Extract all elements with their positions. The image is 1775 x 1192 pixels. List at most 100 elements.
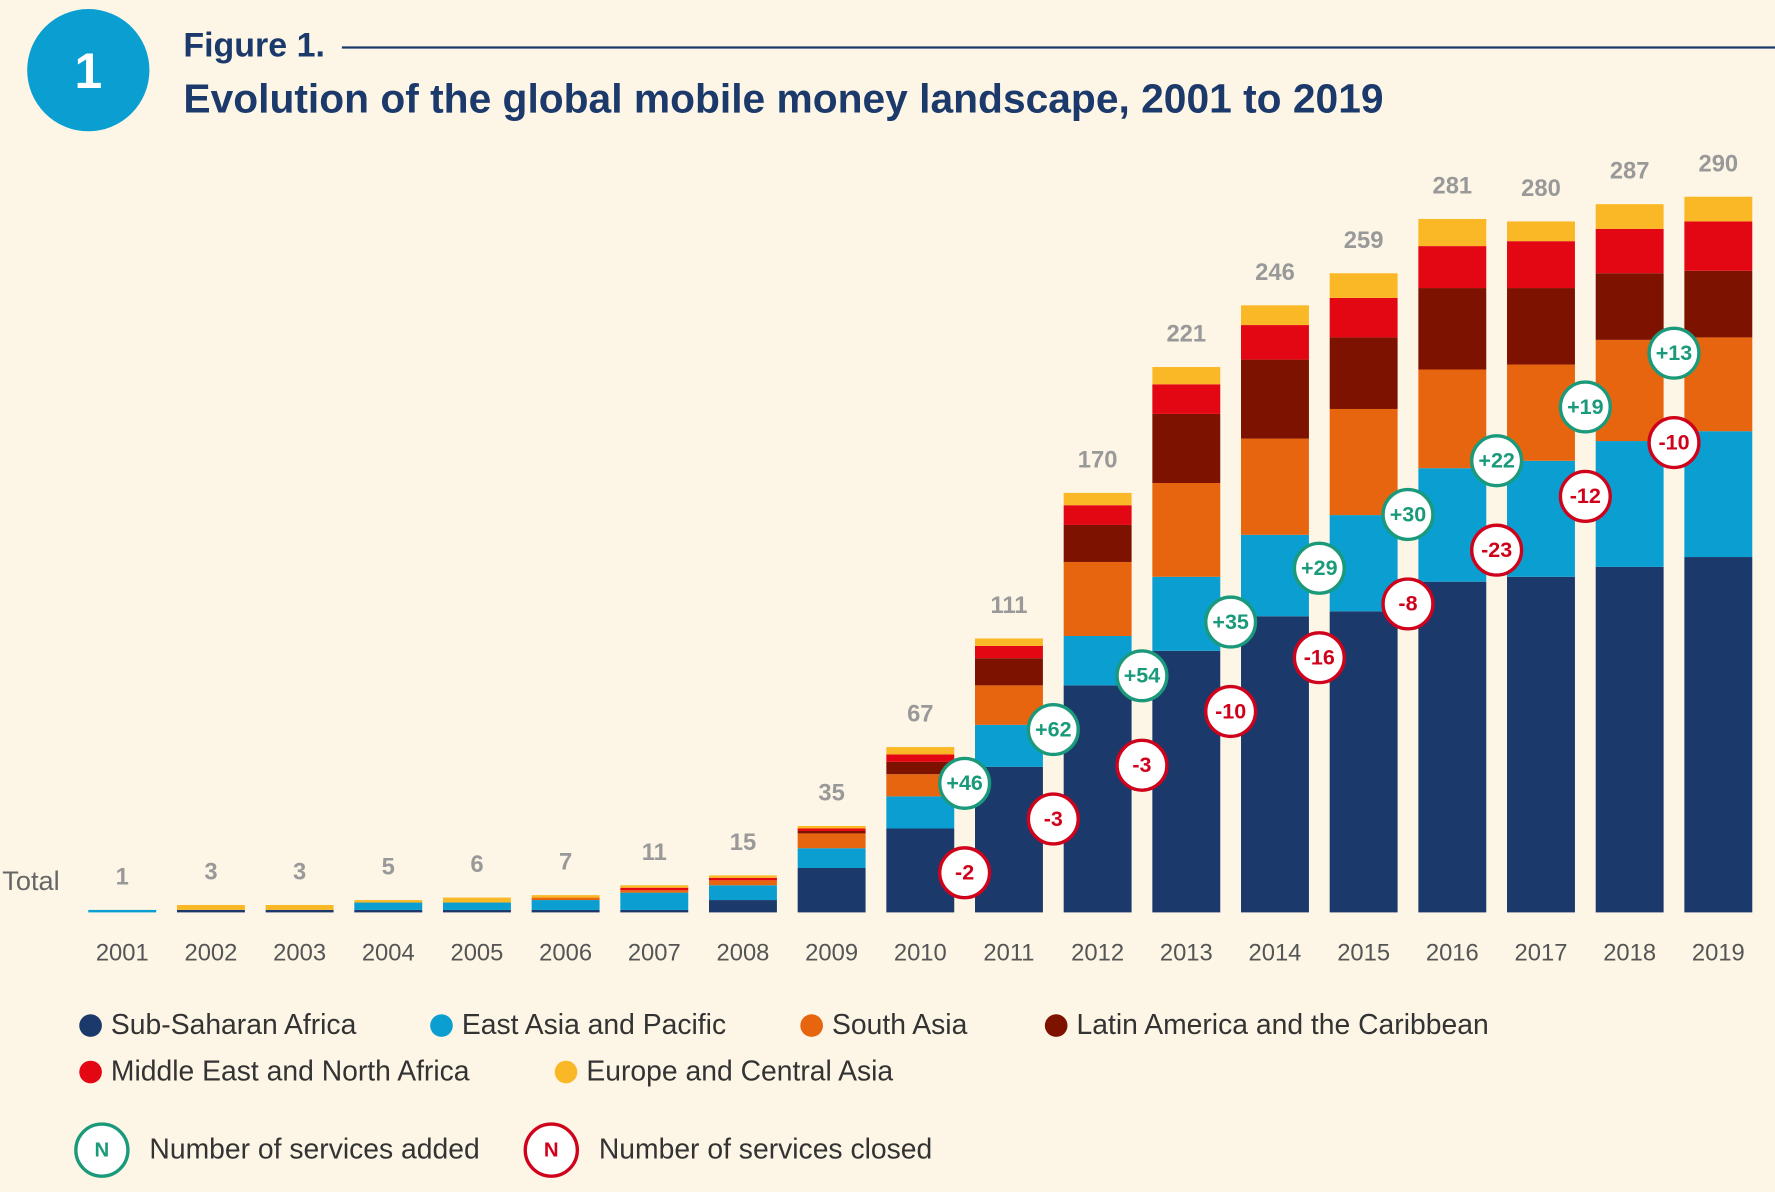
x-tick-label: 2004: [362, 940, 415, 967]
x-tick-label: 2011: [983, 940, 1034, 967]
x-tick-label: 2014: [1249, 940, 1302, 967]
total-label: 15: [730, 829, 756, 856]
bar-segment: [1507, 241, 1575, 289]
total-label: 3: [293, 859, 306, 886]
badge-circle: [1026, 702, 1080, 757]
bar-segment: [886, 796, 955, 829]
x-tick-label: 2017: [1515, 940, 1568, 967]
x-tick-label: 2009: [805, 940, 858, 967]
bar-segment: [620, 890, 689, 893]
bar-segment: [975, 638, 1043, 646]
bar-segment: [886, 761, 955, 775]
bar-segment: [1152, 650, 1221, 913]
bar-segment: [1418, 581, 1487, 913]
bar-segment: [1329, 297, 1398, 338]
bar-segment: [708, 900, 777, 913]
badge-circle: [1647, 416, 1701, 470]
badge-circle: [1204, 595, 1258, 649]
badge-circle: [938, 756, 992, 810]
badge-label: +19: [1567, 395, 1604, 419]
total-label: 281: [1432, 173, 1472, 200]
legend-badge-symbol: N: [544, 1140, 559, 1162]
legend-label: Number of services added: [149, 1133, 479, 1165]
bar-segment: [1507, 576, 1575, 913]
badge-label: -3: [1044, 807, 1063, 831]
legend-badge: [523, 1122, 580, 1178]
badge-label: +13: [1656, 341, 1693, 365]
badge-circle: [1381, 577, 1435, 631]
total-label: 11: [642, 839, 667, 866]
bar-segment: [975, 645, 1043, 659]
bar-segment: [176, 909, 245, 913]
bar-segment: [1152, 384, 1221, 414]
badge-number: 1: [74, 43, 102, 99]
total-label: 5: [382, 854, 395, 881]
badge-label: +29: [1301, 556, 1338, 580]
bar-segment: [1063, 492, 1132, 506]
legend-label: Middle East and North Africa: [111, 1055, 470, 1087]
badge-circle: [1470, 523, 1524, 577]
bar-segment: [1152, 483, 1221, 577]
badge-label: -16: [1304, 645, 1335, 669]
bar-segment: [797, 828, 866, 831]
total-label: 290: [1698, 150, 1738, 177]
bar-segment: [797, 867, 866, 913]
total-label: 6: [470, 851, 483, 878]
x-tick-label: 2003: [273, 940, 326, 967]
x-tick-label: 2001: [96, 940, 149, 967]
badge-label: +62: [1035, 717, 1072, 741]
badge-label: +54: [1124, 664, 1161, 688]
legend-swatch: [79, 1060, 102, 1084]
badge-circle: [1115, 649, 1169, 703]
bar-segment: [1329, 408, 1398, 516]
total-label: 1: [116, 864, 129, 891]
bar-segment: [1684, 196, 1753, 222]
bar-segment: [1241, 325, 1309, 360]
badge-label: -8: [1398, 592, 1417, 616]
bar-segment: [442, 897, 511, 903]
chart-title: Evolution of the global mobile money lan…: [183, 76, 1383, 122]
total-label: 246: [1255, 259, 1295, 286]
total-label: 111: [990, 592, 1027, 619]
bar-segment: [1595, 228, 1664, 274]
bar-segment: [176, 904, 245, 910]
bar-segment: [708, 875, 777, 878]
x-tick-label: 2010: [894, 940, 947, 967]
bar-segment: [88, 909, 157, 913]
legend-badge-symbol: N: [95, 1140, 110, 1162]
legend-swatch: [1044, 1014, 1068, 1037]
legend-label: Number of services closed: [599, 1133, 932, 1165]
legend-swatch: [554, 1060, 578, 1084]
bar-segment: [1418, 288, 1487, 370]
x-tick-label: 2015: [1337, 940, 1390, 967]
x-tick-label: 2008: [717, 940, 770, 967]
badge-circle: [1558, 380, 1612, 434]
bar-segment: [797, 833, 866, 849]
badge-label: -10: [1215, 699, 1246, 723]
bar-segment: [708, 880, 777, 886]
bar-segment: [1684, 270, 1753, 338]
bar-segment: [1595, 204, 1664, 229]
badge-label: -2: [955, 861, 974, 885]
badge-label: -10: [1658, 430, 1689, 454]
total-label: 3: [204, 859, 217, 886]
total-label: 221: [1166, 321, 1206, 348]
bar-segment: [1063, 505, 1132, 525]
bar-segment: [1418, 218, 1487, 247]
legend-label: Europe and Central Asia: [586, 1055, 893, 1087]
bar-segment: [531, 900, 600, 910]
badge-circle: [1292, 631, 1346, 685]
x-tick-label: 2016: [1426, 940, 1479, 967]
total-label: 259: [1344, 227, 1384, 254]
badge-label: +30: [1390, 502, 1427, 526]
bar-segment: [354, 900, 423, 903]
total-label: 280: [1521, 175, 1561, 202]
badge-circle: [1204, 684, 1258, 739]
bar-segment: [886, 754, 955, 762]
x-tick-label: 2005: [451, 940, 504, 967]
badge-label: +22: [1478, 449, 1515, 473]
legend-swatch: [430, 1014, 453, 1037]
bar-segment: [1329, 273, 1398, 298]
badge-circle: [1470, 434, 1524, 488]
